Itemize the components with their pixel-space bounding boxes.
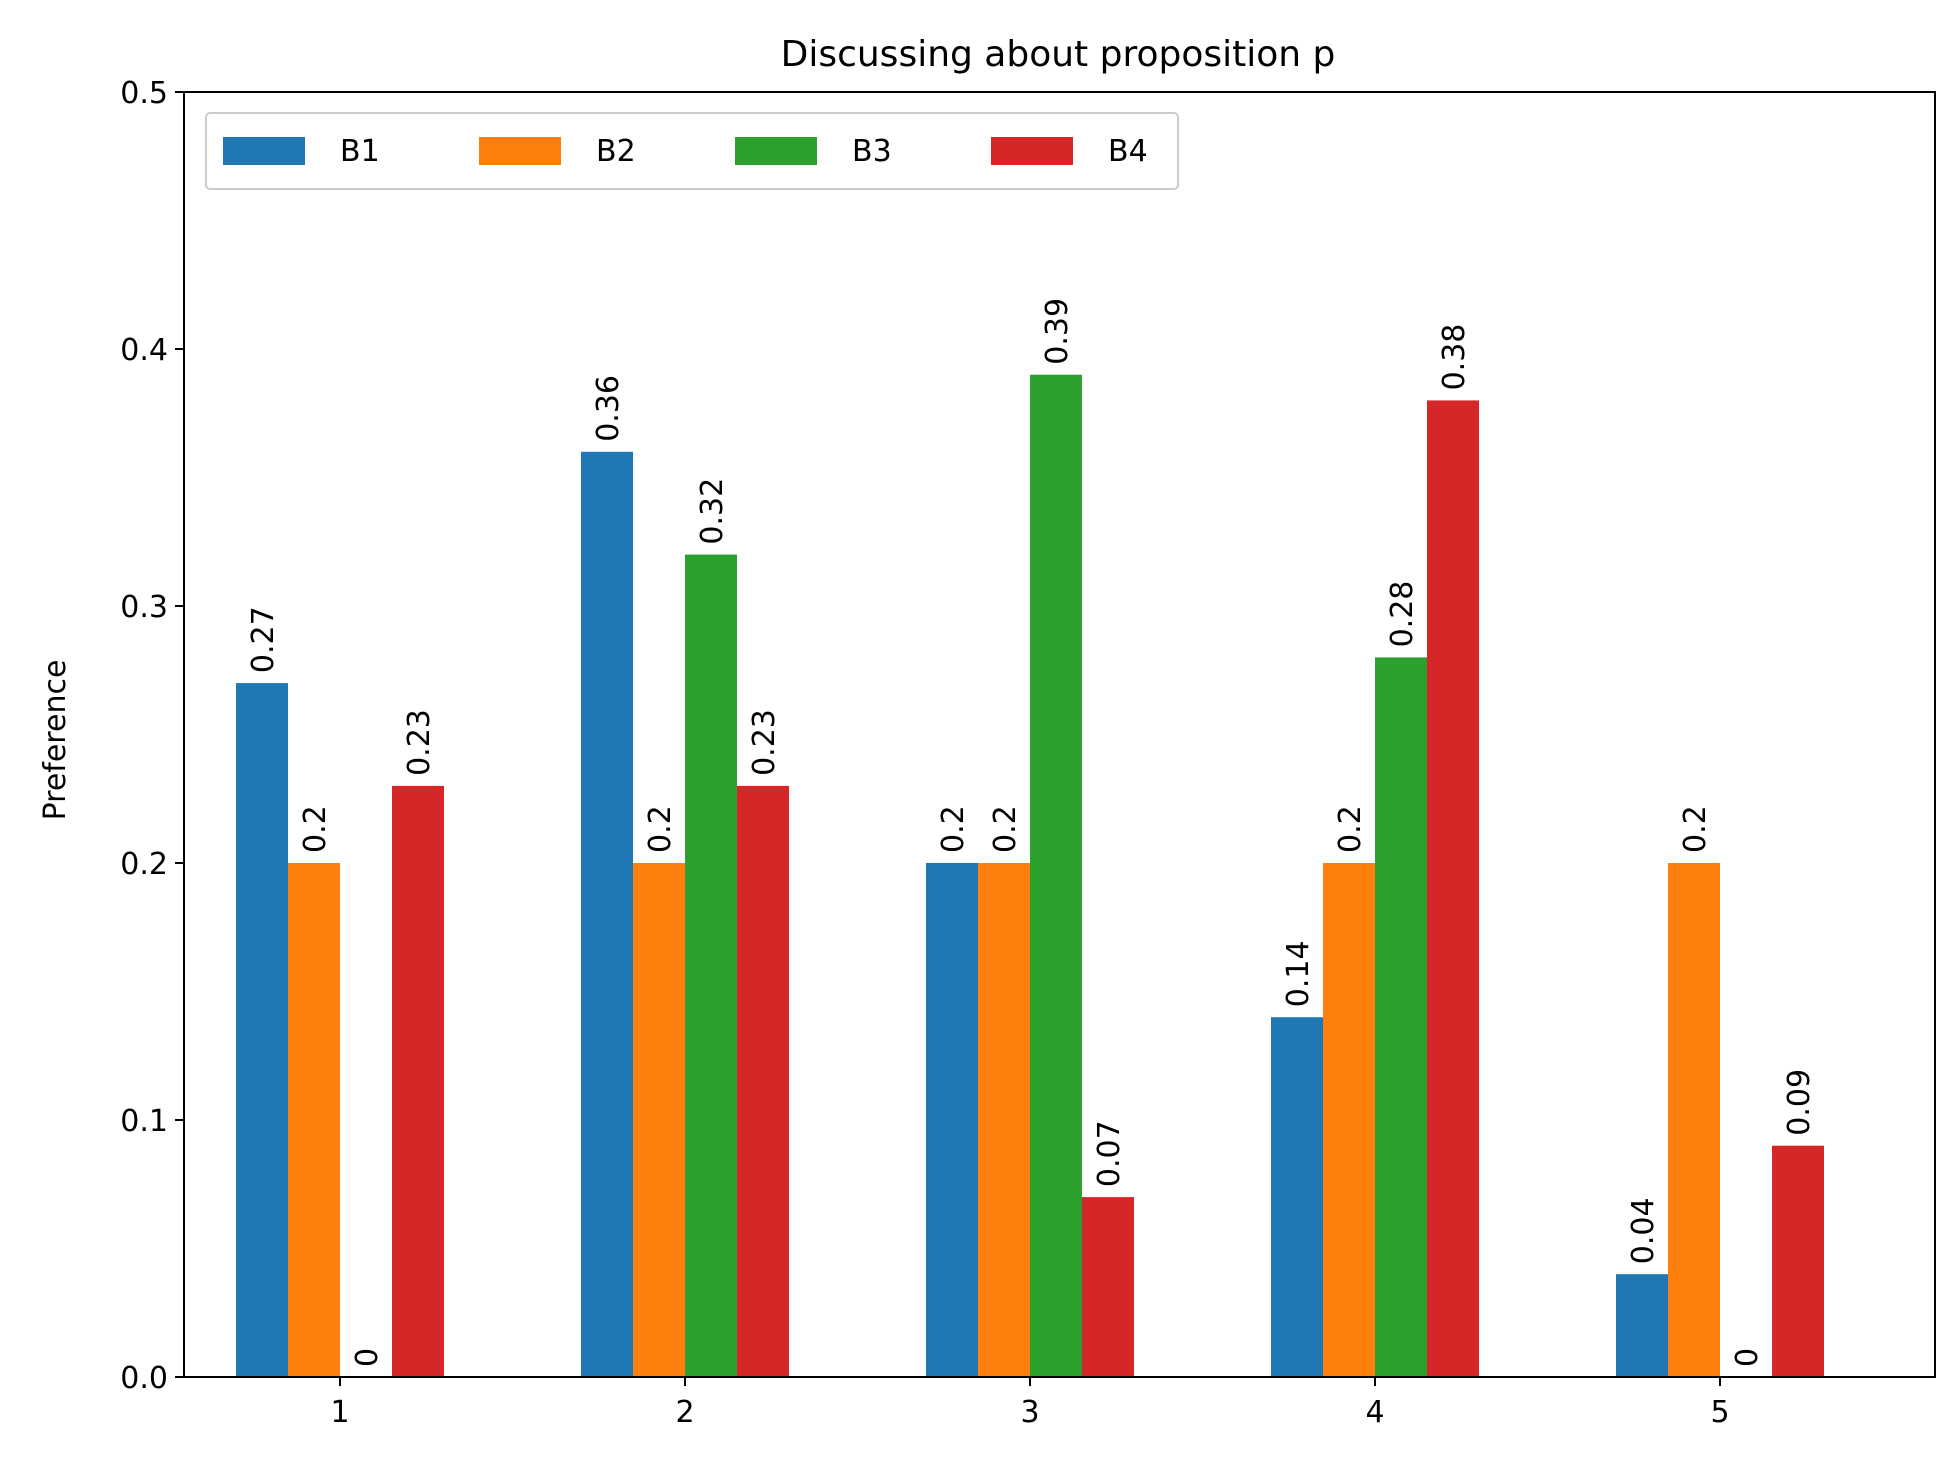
- plot-area: 0.270.360.20.140.040.2 0.2 0.2 0.2 0.200.320…: [120, 76, 1936, 1430]
- x-tick-label: 3: [1020, 1395, 1039, 1430]
- bar-b3-cat-4: [1375, 657, 1427, 1377]
- y-tick-label: 0.2: [120, 847, 168, 882]
- bar-label-b3-cat-1: 0: [350, 1348, 385, 1367]
- bar-label-b3-cat-4: 0.28: [1385, 581, 1420, 648]
- bar-b1-cat-5: [1616, 1274, 1668, 1377]
- bar-b4-cat-3: [1082, 1197, 1134, 1377]
- x-tick-label: 2: [675, 1395, 694, 1430]
- bar-b4-cat-2: [737, 785, 789, 1377]
- x-tick-label: 1: [330, 1395, 349, 1430]
- legend-label-b4: B4: [1108, 134, 1148, 169]
- legend-swatch-b4: [991, 137, 1073, 165]
- bar-b2-cat-5: [1668, 863, 1720, 1377]
- legend-label-b1: B1: [340, 134, 380, 169]
- y-tick-label: 0.1: [120, 1104, 168, 1139]
- bar-label-b2-cat-3: 0.2: [988, 805, 1023, 853]
- bar-b3-cat-2: [685, 554, 737, 1377]
- bar-label-b2-cat-5: 0.2: [1678, 805, 1713, 853]
- bar-label-b4-cat-2: 0.23: [747, 709, 782, 776]
- bar-label-b2-cat-1: 0.2: [298, 805, 333, 853]
- legend-swatch-b1: [223, 137, 305, 165]
- x-tick-label: 4: [1365, 1395, 1384, 1430]
- bar-b4-cat-1: [392, 785, 444, 1377]
- bar-label-b1-cat-1: 0.27: [246, 606, 281, 673]
- bar-b2-cat-3: [978, 863, 1030, 1377]
- y-axis-label: Preference: [38, 660, 73, 821]
- bar-b1-cat-1: [236, 683, 288, 1377]
- legend: B1 B2 B3 B4: [205, 112, 1179, 190]
- bar-b4-cat-5: [1772, 1145, 1824, 1377]
- bar-b2-cat-4: [1323, 863, 1375, 1377]
- legend-label-b3: B3: [852, 134, 892, 169]
- y-tick-label: 0.3: [120, 590, 168, 625]
- bar-label-b1-cat-5: 0.04: [1626, 1197, 1661, 1264]
- bar-b4-cat-4: [1427, 400, 1479, 1377]
- y-tick-label: 0.5: [120, 76, 168, 111]
- bar-label-b4-cat-3: 0.07: [1092, 1120, 1127, 1187]
- legend-swatch-b3: [735, 137, 817, 165]
- bar-label-b3-cat-3: 0.39: [1040, 298, 1075, 365]
- bar-label-b1-cat-2: 0.36: [591, 375, 626, 442]
- bar-label-b1-cat-3: 0.2: [936, 805, 971, 853]
- bar-b3-cat-3: [1030, 374, 1082, 1377]
- bar-label-b2-cat-2: 0.2: [643, 805, 678, 853]
- bar-label-b1-cat-4: 0.14: [1281, 940, 1316, 1007]
- y-tick-label: 0.4: [120, 333, 168, 368]
- bar-label-b4-cat-1: 0.23: [402, 709, 437, 776]
- bar-label-b4-cat-4: 0.38: [1437, 324, 1472, 391]
- bar-label-b4-cat-5: 0.09: [1782, 1069, 1817, 1136]
- legend-swatch-b2: [479, 137, 561, 165]
- bar-b1-cat-4: [1271, 1017, 1323, 1377]
- bar-b2-cat-2: [633, 863, 685, 1377]
- chart-title: Discussing about proposition p: [781, 34, 1336, 75]
- legend-box: [205, 112, 1179, 190]
- bar-label-b3-cat-5: 0: [1730, 1348, 1765, 1367]
- bar-b2-cat-1: [288, 863, 340, 1377]
- bar-label-b3-cat-2: 0.32: [695, 478, 730, 545]
- y-tick-label: 0.0: [120, 1361, 168, 1396]
- legend-label-b2: B2: [596, 134, 636, 169]
- bar-label-b2-cat-4: 0.2: [1333, 805, 1368, 853]
- bar-b1-cat-2: [581, 451, 633, 1377]
- plot-frame: [183, 91, 1936, 1378]
- x-tick-label: 5: [1710, 1395, 1729, 1430]
- bar-b1-cat-3: [926, 863, 978, 1377]
